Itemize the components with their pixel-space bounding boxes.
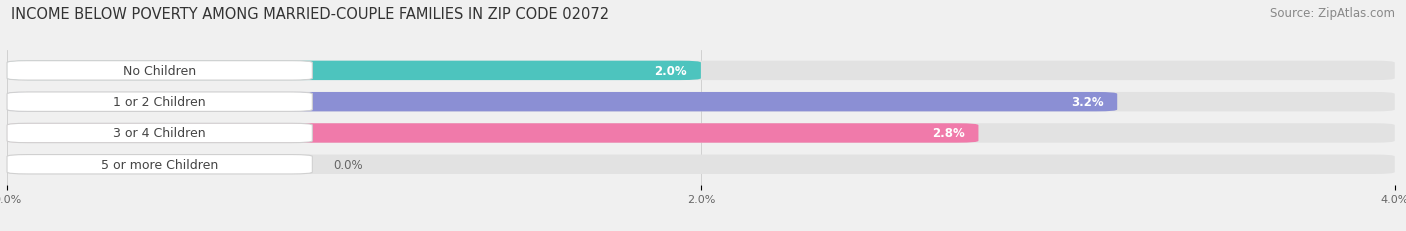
FancyBboxPatch shape [7,155,1395,174]
Text: 3.2%: 3.2% [1071,96,1104,109]
FancyBboxPatch shape [7,93,1118,112]
Text: 2.8%: 2.8% [932,127,965,140]
Text: 1 or 2 Children: 1 or 2 Children [114,96,207,109]
Text: INCOME BELOW POVERTY AMONG MARRIED-COUPLE FAMILIES IN ZIP CODE 02072: INCOME BELOW POVERTY AMONG MARRIED-COUPL… [11,7,609,22]
FancyBboxPatch shape [7,124,1395,143]
FancyBboxPatch shape [7,61,700,81]
Text: 2.0%: 2.0% [654,65,688,78]
FancyBboxPatch shape [7,93,1395,112]
FancyBboxPatch shape [7,124,312,143]
FancyBboxPatch shape [7,124,979,143]
Text: No Children: No Children [124,65,197,78]
Text: 0.0%: 0.0% [333,158,363,171]
Text: 5 or more Children: 5 or more Children [101,158,218,171]
FancyBboxPatch shape [7,93,312,112]
FancyBboxPatch shape [7,61,1395,81]
FancyBboxPatch shape [7,61,312,81]
Text: 3 or 4 Children: 3 or 4 Children [114,127,207,140]
FancyBboxPatch shape [7,155,312,174]
Text: Source: ZipAtlas.com: Source: ZipAtlas.com [1270,7,1395,20]
